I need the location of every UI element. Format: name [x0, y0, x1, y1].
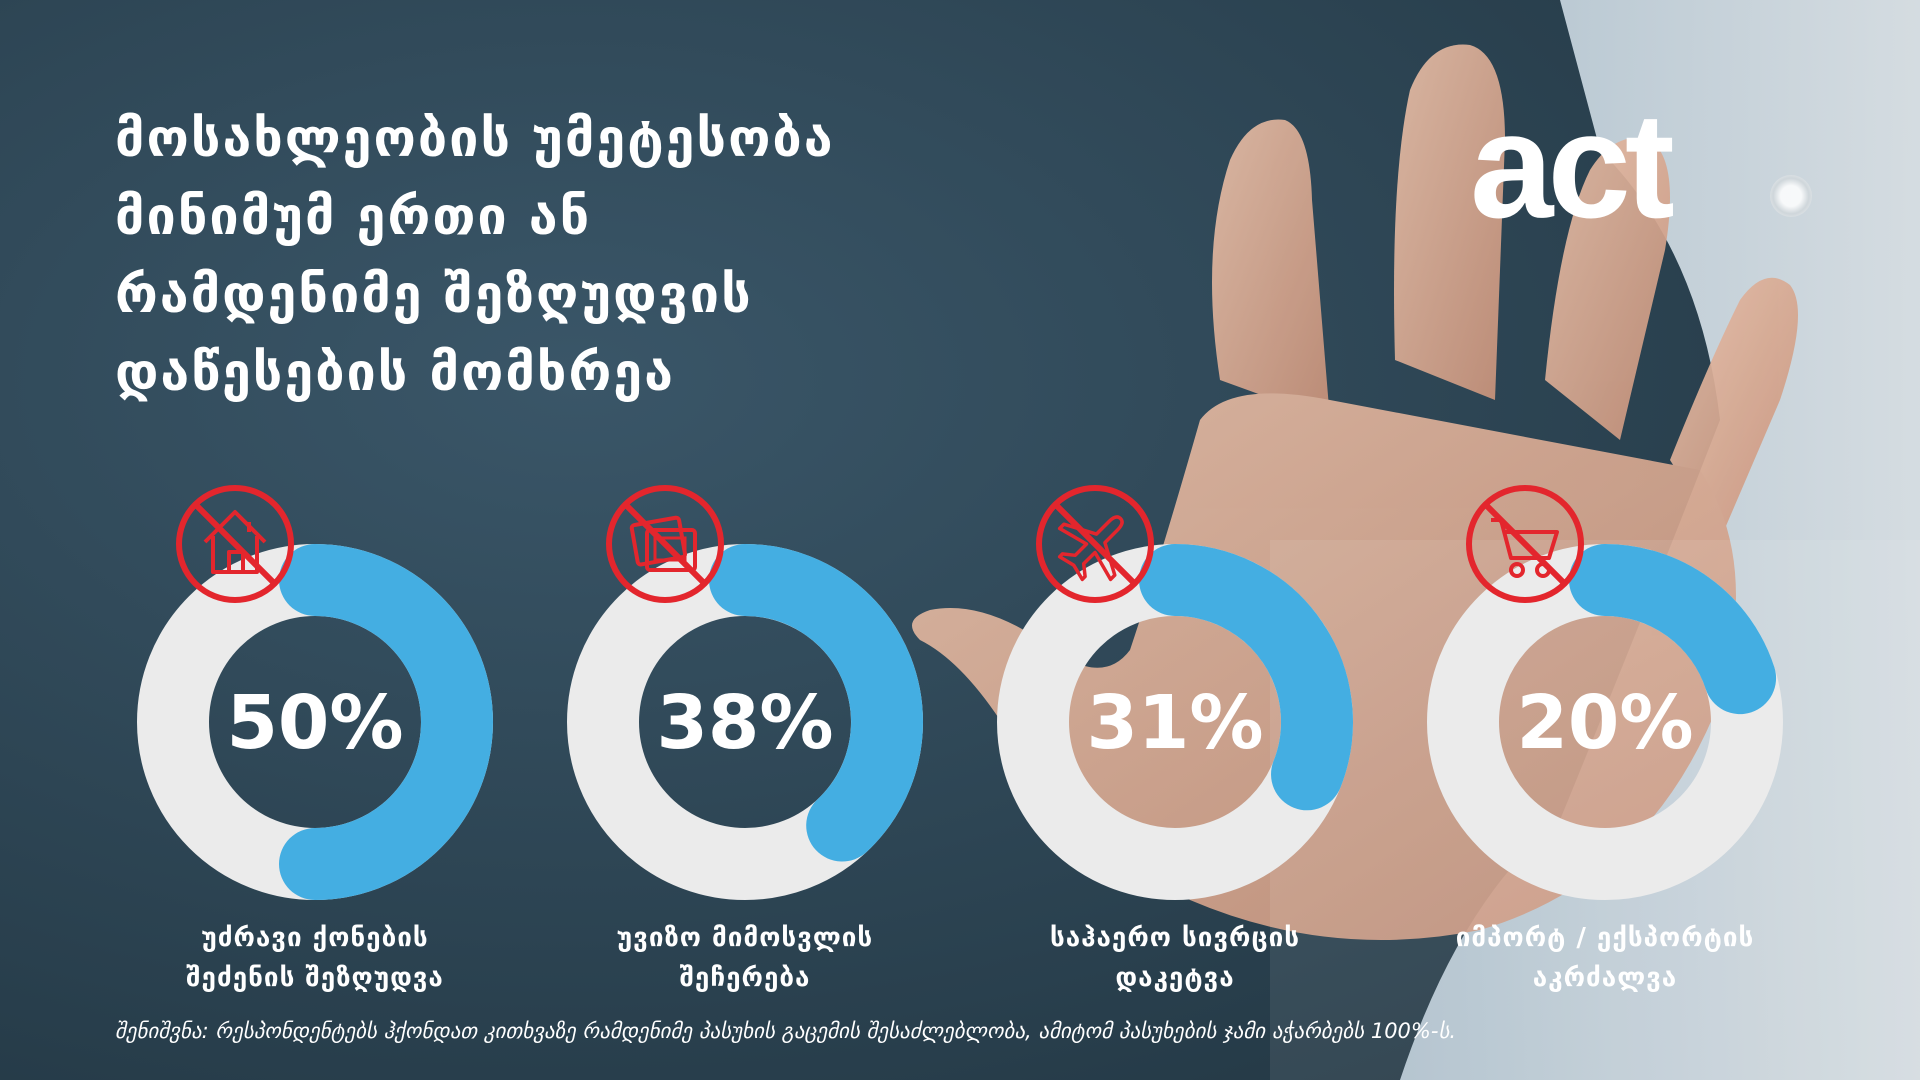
category-label: უვიზო მიმოსვლის შეჩერება — [545, 918, 945, 998]
house-icon — [176, 485, 294, 603]
passport-icon — [606, 485, 724, 603]
category-label-line: შეძენის შეზღუდვა — [186, 963, 444, 993]
percentage-value: 20% — [1516, 680, 1693, 766]
percentage-value: 31% — [1086, 680, 1263, 766]
category-label: იმპორტ / ექსპორტის აკრძალვა — [1405, 918, 1805, 998]
donut-value-arc — [1569, 544, 1777, 715]
donut-chart: 50% — [137, 485, 493, 900]
act-logo: act — [1470, 81, 1675, 249]
airplane-icon — [1036, 485, 1154, 603]
page-title: მოსახლეობის უმეტესობა მინიმუმ ერთი ან რა… — [115, 100, 1015, 412]
donut-chart: 31% — [997, 485, 1353, 900]
title-line: დაწესების მომხრეა — [115, 343, 675, 403]
title-line: მინიმუმ ერთი ან — [115, 187, 592, 247]
donut-value-arc — [709, 544, 923, 862]
category-label-line: აკრძალვა — [1532, 963, 1678, 993]
category-label-line: დაკეტვა — [1115, 963, 1235, 993]
donut-value-arc — [279, 544, 493, 900]
category-label-line: უვიზო მიმოსვლის — [616, 923, 874, 953]
category-label: საჰაერო სივრცის დაკეტვა — [975, 918, 1375, 998]
percentage-value: 38% — [656, 680, 833, 766]
shopping-cart-icon — [1466, 485, 1584, 603]
donut-value-arc — [1139, 544, 1353, 811]
percentage-value: 50% — [226, 680, 403, 766]
category-label-line: უძრავი ქონების — [201, 923, 429, 953]
title-line: რამდენიმე შეზღუდვის — [115, 265, 753, 325]
category-label: უძრავი ქონების შეძენის შეზღუდვა — [115, 918, 515, 998]
category-label-line: იმპორტ / ექსპორტის — [1455, 923, 1755, 953]
donut-chart: 38% — [567, 485, 923, 900]
donut-chart: 20% — [1427, 485, 1783, 900]
title-line: მოსახლეობის უმეტესობა — [115, 109, 835, 169]
category-label-line: შეჩერება — [679, 963, 811, 993]
logo-seal-icon — [1770, 175, 1812, 217]
category-label-line: საჰაერო სივრცის — [1049, 923, 1301, 953]
footnote: შენიშვნა: რესპონდენტებს ჰქონდათ კითხვაზე… — [115, 1019, 1457, 1043]
